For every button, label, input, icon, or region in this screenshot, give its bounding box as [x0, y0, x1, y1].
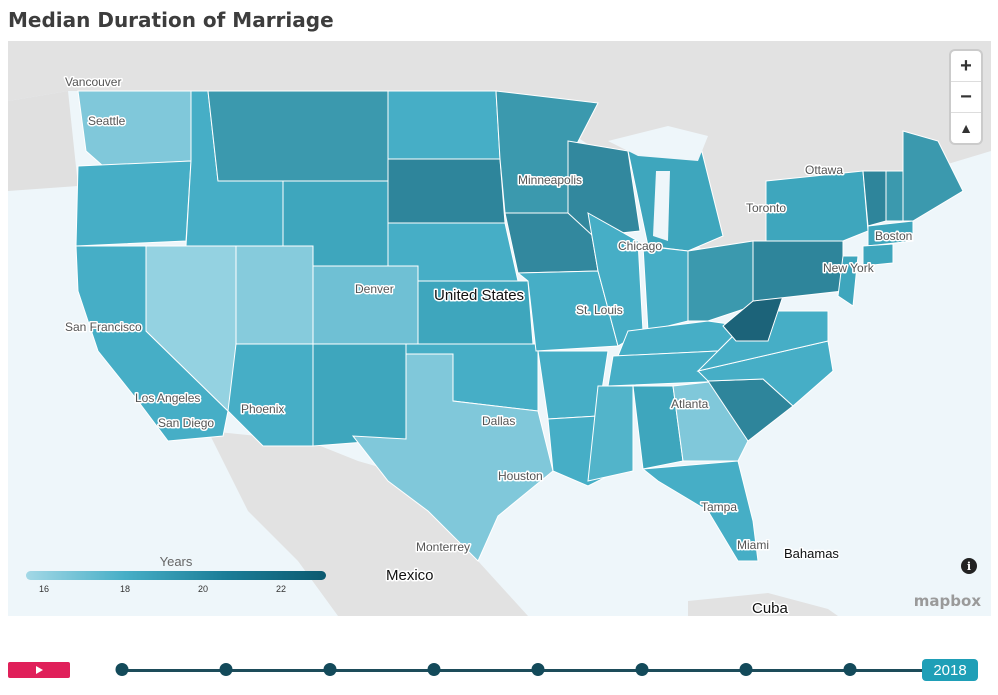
- city-label-ottawa: Ottawa: [805, 163, 843, 177]
- timeline-step-dot[interactable]: [115, 663, 129, 676]
- map-navigation-controls: + − ▲: [951, 51, 981, 143]
- state-mo: [516, 270, 619, 352]
- state-tx: [351, 353, 554, 562]
- info-icon[interactable]: i: [961, 558, 977, 574]
- timeline-step-dot[interactable]: [219, 663, 233, 676]
- state-wa: [77, 90, 192, 167]
- city-label-boston: Boston: [875, 229, 912, 243]
- city-label-seattle: Seattle: [88, 114, 126, 128]
- state-me: [902, 130, 964, 222]
- state-ms: [587, 385, 634, 482]
- timeline-step-dot[interactable]: [531, 663, 545, 676]
- city-label-chicago: Chicago: [618, 239, 662, 253]
- city-label-minneapolis: Minneapolis: [518, 173, 582, 187]
- lake-michigan: [653, 171, 670, 241]
- timeline-step-dot[interactable]: [635, 663, 649, 676]
- legend-title: Years: [159, 554, 193, 569]
- cuba-land: [688, 593, 838, 616]
- country-label-united-states: United States: [434, 287, 524, 304]
- state-az: [227, 343, 314, 447]
- state-ma: [867, 220, 914, 247]
- reset-bearing-compass-icon[interactable]: ▲: [959, 120, 973, 136]
- legend-tick: 18: [119, 584, 131, 594]
- state-ut: [235, 245, 314, 345]
- mexico-land: [208, 431, 528, 616]
- color-legend: Years 16 18 20 22: [26, 554, 326, 594]
- state-fl: [641, 460, 759, 562]
- city-label-houston: Houston: [498, 469, 543, 483]
- timeline-step-dot[interactable]: [843, 663, 857, 676]
- city-label-miami: Miami: [737, 538, 769, 552]
- state-ct: [862, 243, 894, 267]
- state-nm: [312, 343, 407, 447]
- city-label-los-angeles: Los Angeles: [135, 391, 200, 405]
- timeline-step-dot[interactable]: [739, 663, 753, 676]
- city-label-phoenix: Phoenix: [241, 402, 284, 416]
- city-label-dallas: Dallas: [482, 414, 515, 428]
- map-canvas[interactable]: Vancouver Seattle Ottawa Minneapolis Tor…: [8, 41, 991, 616]
- year-timeline: 2018: [0, 650, 998, 690]
- state-nj: [837, 255, 859, 307]
- state-in: [642, 245, 689, 332]
- country-label-mexico: Mexico: [386, 567, 434, 584]
- legend-colorbar: [26, 571, 326, 580]
- legend-ticks: 16 18 20 22: [26, 580, 326, 594]
- us-states: [75, 90, 964, 562]
- city-label-atlanta: Atlanta: [671, 397, 709, 411]
- state-oh: [687, 240, 754, 322]
- city-label-vancouver: Vancouver: [65, 75, 121, 89]
- timeline-step-dot[interactable]: [323, 663, 337, 676]
- legend-tick: 20: [197, 584, 209, 594]
- city-label-st-louis: St. Louis: [576, 303, 623, 317]
- state-co: [312, 265, 419, 345]
- state-nd: [387, 90, 501, 160]
- lake-superior: [608, 126, 708, 161]
- state-nh: [885, 170, 904, 222]
- state-wv: [722, 295, 784, 342]
- legend-tick: 16: [38, 584, 50, 594]
- selected-year-badge[interactable]: 2018: [922, 659, 978, 681]
- city-label-san-diego: San Diego: [158, 416, 214, 430]
- mapbox-logo[interactable]: mapbox: [913, 592, 981, 610]
- page-title: Median Duration of Marriage: [8, 8, 334, 32]
- city-label-toronto: Toronto: [746, 201, 786, 215]
- zoom-in-button[interactable]: +: [951, 51, 981, 82]
- play-button[interactable]: [8, 662, 70, 678]
- timeline-step-dot[interactable]: [427, 663, 441, 676]
- play-icon: [35, 666, 43, 674]
- map-labels: Vancouver Seattle Ottawa Minneapolis Tor…: [64, 74, 914, 617]
- country-label-bahamas: Bahamas: [784, 546, 839, 561]
- country-label-cuba: Cuba: [752, 600, 789, 616]
- city-label-new-york: New York: [823, 261, 875, 275]
- state-mt: [207, 90, 389, 182]
- zoom-out-button[interactable]: −: [951, 82, 981, 113]
- city-label-monterrey: Monterrey: [416, 540, 470, 554]
- city-label-tampa: Tampa: [701, 500, 737, 514]
- state-or: [75, 160, 192, 247]
- pacific-coast-land: [8, 91, 78, 191]
- city-label-denver: Denver: [355, 282, 394, 296]
- legend-tick: 22: [275, 584, 287, 594]
- state-ny: [765, 170, 869, 242]
- canada-land: [8, 41, 991, 256]
- state-sd: [387, 158, 506, 224]
- choropleth-map[interactable]: Vancouver Seattle Ottawa Minneapolis Tor…: [8, 41, 991, 616]
- city-label-san-francisco: San Francisco: [65, 320, 142, 334]
